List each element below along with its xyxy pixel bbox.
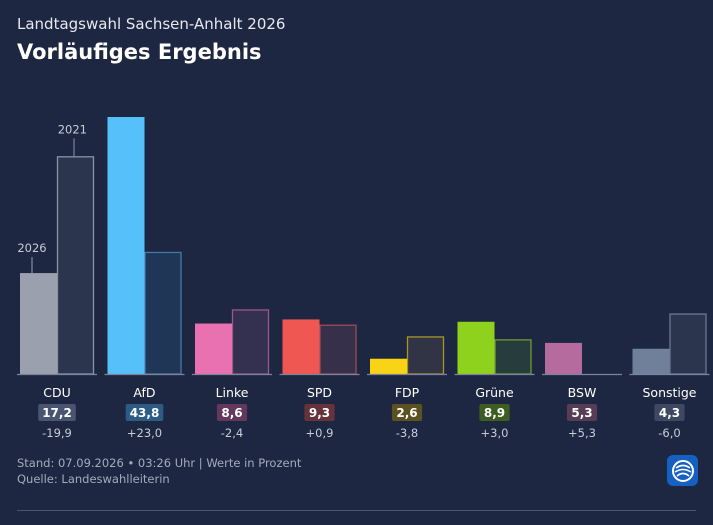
bar-2026-afd (107, 117, 145, 374)
value-label: 5,3 (571, 406, 592, 420)
category-label: BSW (568, 385, 597, 400)
bar-2021-sonstige (669, 313, 707, 375)
chart-subtitle: Landtagswahl Sachsen-Anhalt 2026 (17, 15, 286, 33)
value-label: 4,3 (659, 406, 680, 420)
category-label: FDP (395, 385, 420, 400)
bar-2026-linke (195, 323, 232, 374)
diff-label: +23,0 (127, 426, 162, 440)
category-label: Linke (216, 385, 249, 400)
value-label: 9,3 (309, 406, 330, 420)
diff-label: +3,0 (481, 426, 509, 440)
stand-text: Stand: 07.09.2026 • 03:26 Uhr | Werte in… (17, 456, 302, 470)
value-badge (654, 404, 685, 421)
category-label: CDU (43, 385, 71, 400)
bar-2021-gruene (494, 339, 532, 375)
value-badge (391, 404, 423, 421)
bar-2026-spd (282, 319, 320, 374)
value-label: 2,6 (396, 406, 417, 420)
bar-2026-bsw (545, 342, 582, 374)
bar-2026-cdu (20, 273, 57, 374)
diff-label: -19,9 (42, 426, 72, 440)
bar-2026-fdp (370, 358, 407, 374)
bar-2021-linke (231, 309, 270, 375)
bar-2021-fdp (406, 336, 445, 375)
value-label: 43,8 (130, 406, 160, 420)
value-badge (566, 404, 598, 421)
value-label: 8,6 (221, 406, 242, 420)
value-badge (479, 404, 510, 421)
bar-2026-sonstige (632, 348, 670, 374)
ard-logo-icon (667, 455, 698, 486)
value-badge (216, 404, 248, 421)
annotation-2021: 2021 (58, 122, 87, 136)
value-label: 17,2 (42, 406, 72, 420)
diff-label: -6,0 (658, 426, 680, 440)
footer: Stand: 07.09.2026 • 03:26 Uhr | Werte in… (17, 455, 301, 487)
bar-2021-cdu (56, 156, 95, 375)
chart-title: Vorläufiges Ergebnis (17, 40, 262, 64)
category-label: SPD (307, 385, 332, 400)
diff-label: -2,4 (221, 426, 243, 440)
category-label: Sonstige (642, 385, 696, 400)
bar-2026-gruene (457, 321, 495, 374)
diff-label: +0,9 (306, 426, 334, 440)
bottom-divider (17, 510, 696, 511)
bar-2021-afd (144, 251, 182, 375)
bar-chart: CDU 17,2 -19,9 AfD 43,8 +23,0 Linke 8,6 -2,4 SPD 9… (17, 117, 710, 440)
category-label: Grüne (475, 385, 514, 400)
value-badge (304, 404, 335, 421)
source-text: Quelle: Landeswahlleiterin (17, 472, 170, 486)
diff-label: -3,8 (396, 426, 418, 440)
value-badge (38, 404, 76, 421)
diff-label: +5,3 (568, 426, 596, 440)
bar-2021-spd (319, 324, 357, 375)
category-label: AfD (133, 385, 155, 400)
value-label: 8,9 (484, 406, 505, 420)
annotation-2026: 2026 (17, 241, 46, 255)
value-badge (125, 404, 164, 421)
